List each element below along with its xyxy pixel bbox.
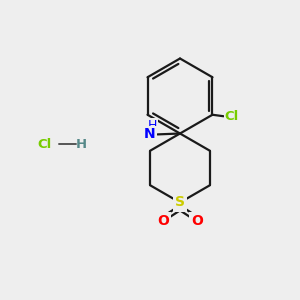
- Text: N: N: [144, 128, 156, 141]
- Text: Cl: Cl: [38, 137, 52, 151]
- Text: S: S: [175, 196, 185, 209]
- Text: O: O: [191, 214, 203, 228]
- Text: O: O: [157, 214, 169, 228]
- Text: H: H: [148, 119, 157, 132]
- Text: Cl: Cl: [225, 110, 239, 123]
- Text: H: H: [75, 137, 87, 151]
